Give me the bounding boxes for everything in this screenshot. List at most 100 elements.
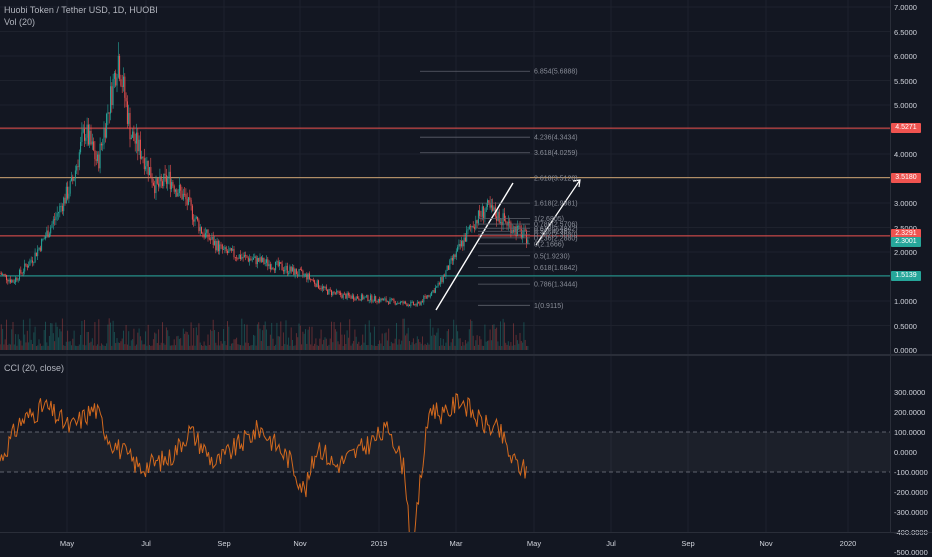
candle-body — [390, 298, 392, 300]
candle-body — [268, 264, 270, 267]
candle-body — [203, 234, 205, 238]
price-scale[interactable] — [890, 0, 932, 532]
volume-bar — [42, 345, 44, 350]
volume-bar — [526, 345, 527, 350]
candle-body — [6, 274, 7, 281]
volume-bar — [497, 341, 499, 350]
trend-line[interactable] — [435, 182, 514, 311]
candle-body — [264, 262, 266, 264]
candle-body — [362, 294, 364, 300]
volume-bar — [146, 345, 148, 350]
candle-body — [446, 265, 448, 271]
volume-bar — [292, 339, 293, 350]
pane-separator[interactable] — [0, 354, 932, 356]
candle-body — [201, 227, 202, 234]
volume-bar — [398, 339, 400, 350]
volume-bar — [506, 344, 508, 350]
volume-bar — [251, 345, 253, 350]
volume-bar — [221, 343, 223, 350]
volume-bar — [325, 338, 327, 350]
cci-legend: CCI (20, close) — [4, 363, 65, 373]
volume-bar — [120, 341, 122, 350]
price-chart[interactable]: 6.854(5.6888) 4.236(4.3434) 3.618(4.0259) 2… — [0, 0, 890, 354]
volume-bar — [54, 341, 56, 350]
candle-body — [12, 280, 14, 283]
candle-body — [353, 295, 355, 300]
volume-bar — [268, 345, 270, 350]
candle-body — [425, 296, 427, 298]
cci-chart[interactable] — [0, 356, 890, 532]
candle-body — [110, 86, 111, 114]
candle-body — [484, 211, 486, 218]
candle-body — [91, 141, 93, 145]
candle-body — [51, 223, 53, 228]
volume-bar — [63, 345, 65, 350]
candle-body — [20, 269, 22, 273]
price-tick: 2.0000 — [894, 248, 917, 257]
candle-body — [306, 273, 308, 280]
symbol-legend[interactable]: Huobi Token / Tether USD, 1D, HUOBI Vol … — [4, 4, 158, 28]
volume-bar — [471, 320, 473, 350]
volume-bar — [30, 339, 32, 350]
candle-body — [277, 261, 279, 267]
time-scale[interactable] — [0, 532, 932, 551]
candle-body — [389, 299, 391, 304]
volume-bar — [431, 335, 433, 350]
volume-bar — [134, 345, 136, 350]
candle-body — [13, 282, 15, 284]
volume-bar — [198, 323, 200, 350]
candle-body — [498, 211, 500, 223]
candle-body — [230, 248, 232, 251]
candle-body — [429, 295, 431, 297]
volume-bar — [28, 342, 30, 350]
candle-body — [233, 249, 235, 258]
volume-bar — [164, 344, 166, 350]
candle-body — [16, 277, 18, 281]
volume-bar — [149, 345, 150, 350]
candle-body — [99, 143, 101, 169]
cci-pane[interactable]: CCI (20, close) — [0, 356, 890, 532]
volume-bar — [321, 344, 323, 350]
candle-body — [279, 261, 280, 267]
candle-body — [227, 251, 228, 254]
candle-body — [319, 287, 321, 289]
volume-bar — [177, 335, 179, 350]
volume-bar — [126, 344, 128, 350]
volume-bar — [438, 345, 440, 350]
candle-body — [130, 137, 132, 140]
arrow-line[interactable] — [535, 179, 581, 246]
candle-body — [128, 112, 130, 124]
volume-bar — [384, 333, 386, 350]
volume-bar — [72, 338, 74, 350]
candle-body — [38, 247, 40, 250]
candle-body — [184, 193, 186, 195]
time-tick: Jul — [141, 539, 151, 548]
candle-body — [295, 269, 297, 275]
candle-body — [171, 182, 173, 190]
volume-bar — [202, 345, 204, 350]
volume-bar — [383, 345, 384, 350]
volume-bar — [25, 342, 27, 350]
volume-bar — [420, 343, 422, 350]
candle-body — [124, 76, 126, 98]
volume-bar — [275, 344, 277, 350]
candle-body — [438, 283, 440, 285]
candle-body — [142, 156, 144, 159]
candle-body — [386, 301, 388, 303]
candle-body — [103, 128, 105, 145]
volume-bar — [423, 345, 425, 350]
volume-bar — [502, 318, 504, 350]
candle-body — [33, 262, 35, 263]
candle-body — [414, 304, 416, 305]
cci-tick: 0.0000 — [894, 448, 917, 457]
candle-body — [224, 247, 226, 249]
candle-body — [198, 220, 200, 232]
fib-level-label: 1(0.9115) — [534, 303, 563, 310]
volume-bar — [208, 345, 210, 350]
candle-body — [444, 275, 446, 277]
volume-bar — [210, 329, 212, 350]
candle-body — [255, 256, 257, 265]
candle-body — [177, 193, 179, 197]
price-pane[interactable]: 6.854(5.6888) 4.236(4.3434) 3.618(4.0259) 2… — [0, 0, 890, 354]
candle-body — [134, 141, 136, 144]
